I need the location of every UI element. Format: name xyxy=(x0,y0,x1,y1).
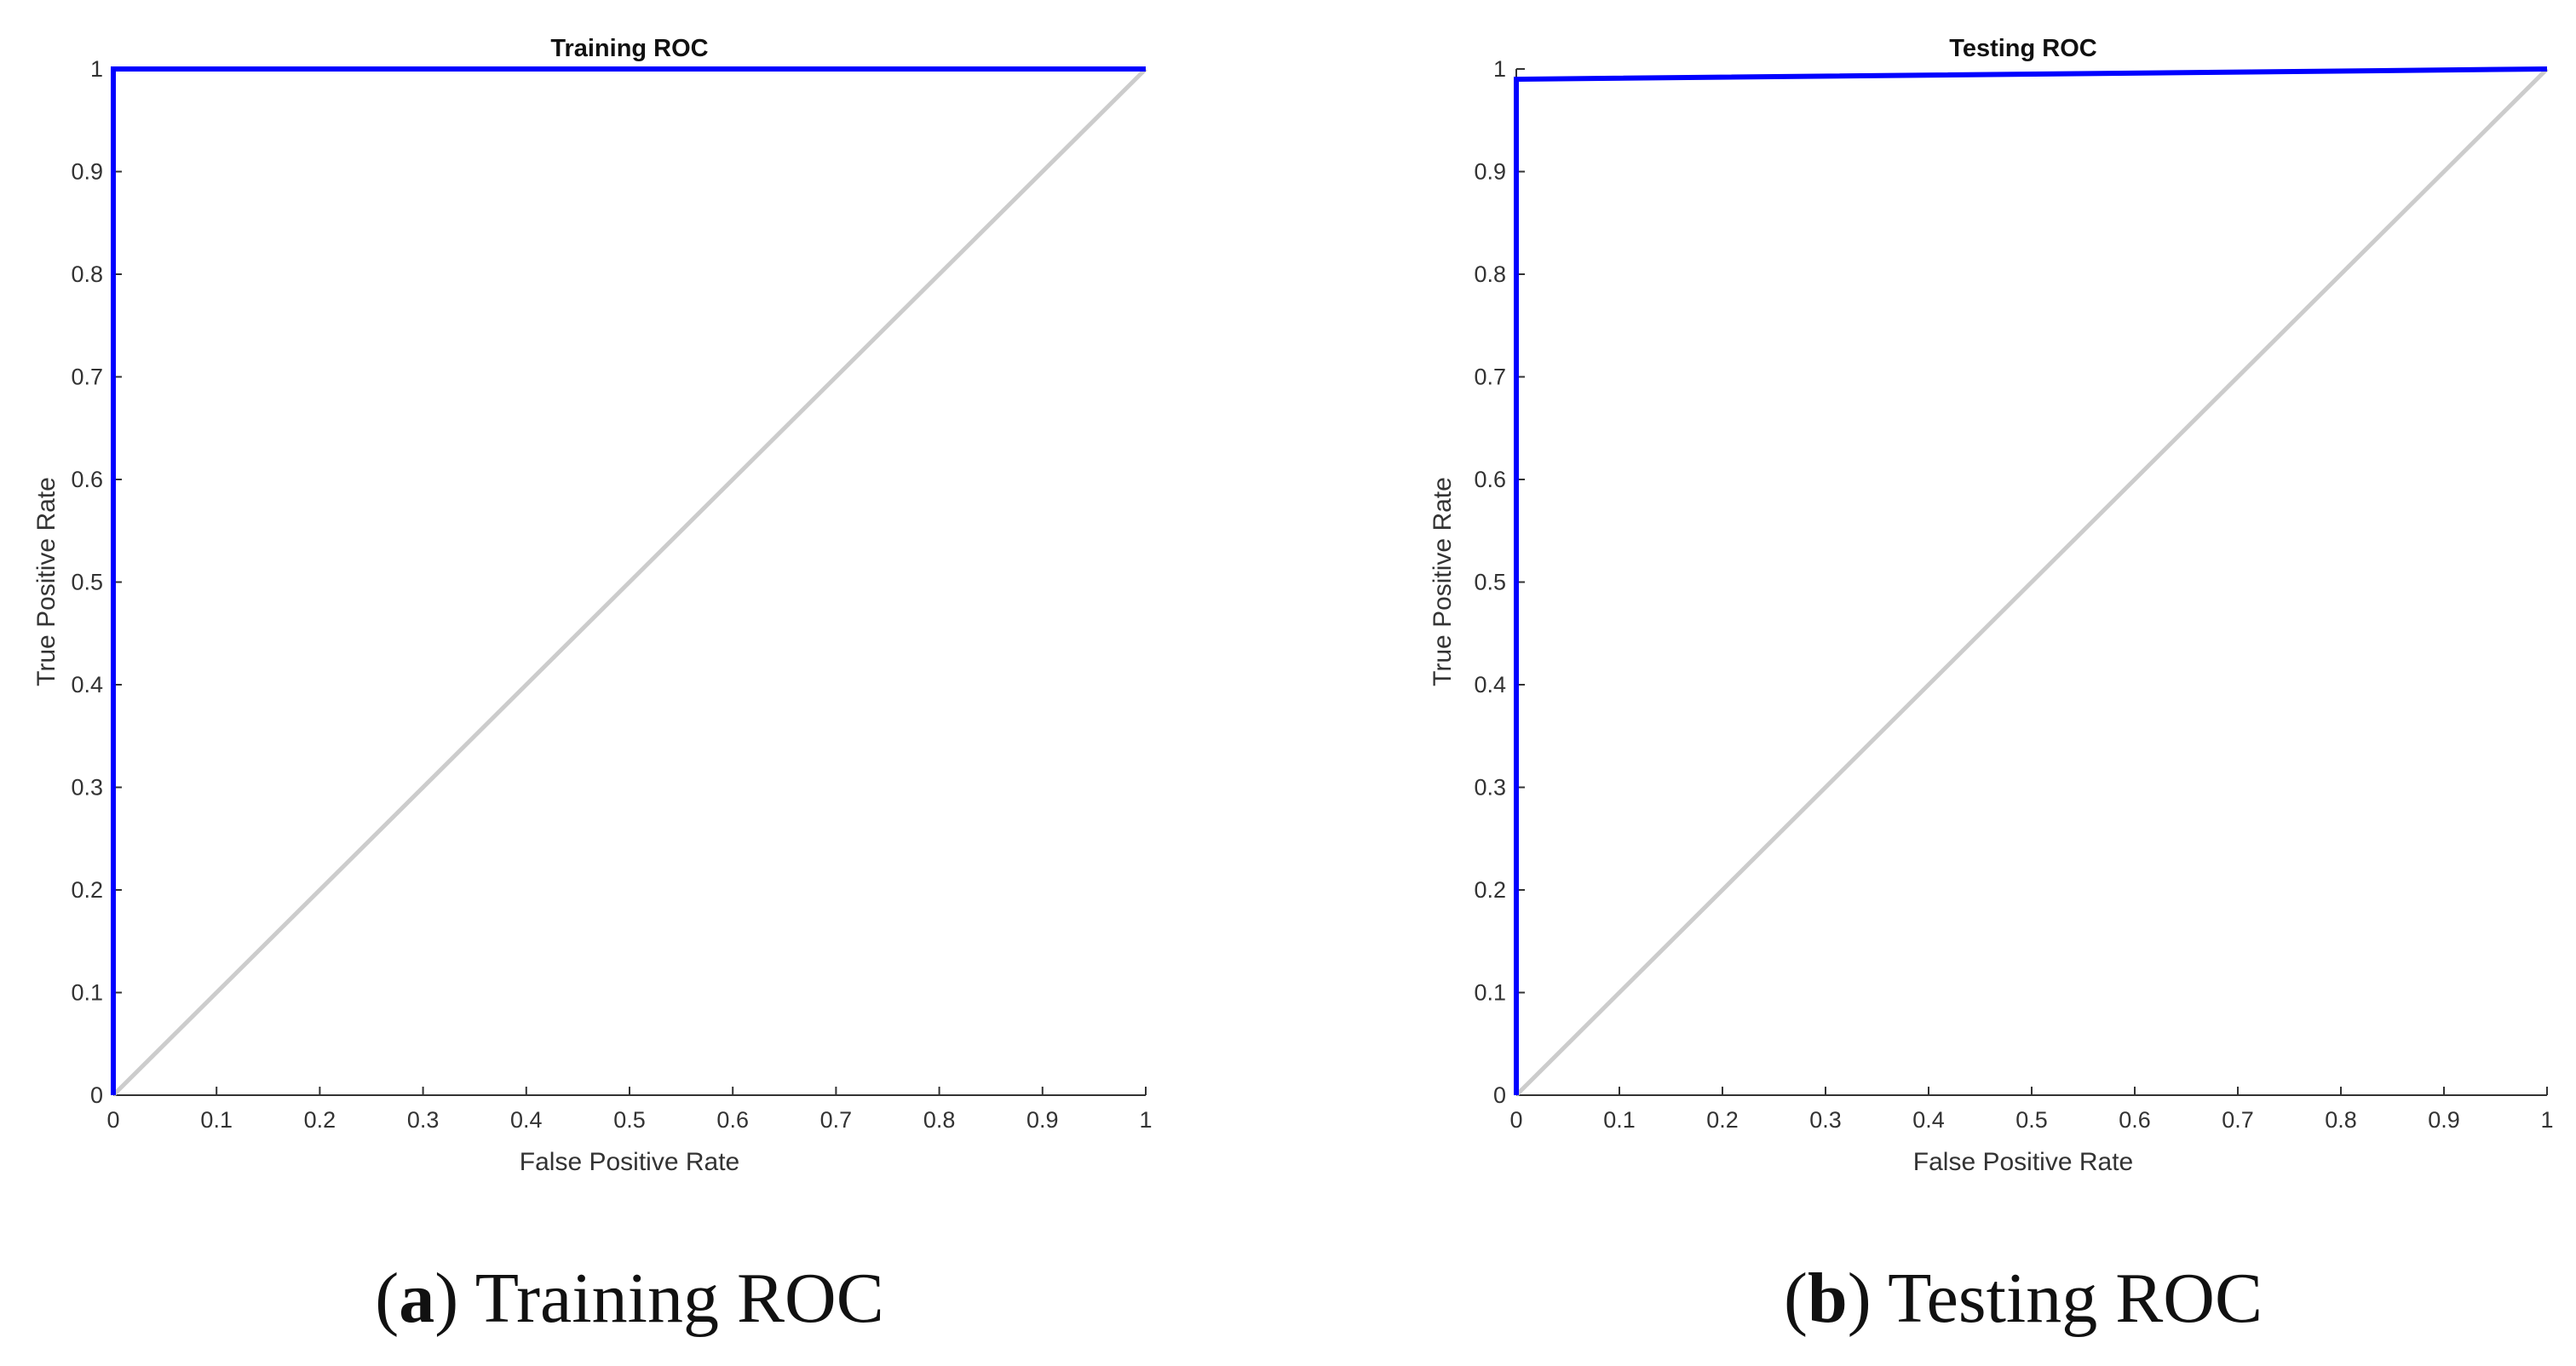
plot-marks xyxy=(1514,66,2549,1097)
x-tick-label: 0 xyxy=(1509,1107,1522,1133)
y-tick-label: 0.4 xyxy=(1474,672,1506,697)
x-tick-label: 0.4 xyxy=(1912,1107,1945,1133)
panel-caption: (b) Testing ROC xyxy=(1784,1259,2263,1338)
plot-marks xyxy=(111,66,1147,1097)
x-tick-label: 0.5 xyxy=(2015,1107,2048,1133)
y-tick-label: 0.2 xyxy=(1474,877,1506,903)
x-tick-label: 0.8 xyxy=(2325,1107,2357,1133)
y-tick-label: 0.2 xyxy=(71,877,103,903)
y-tick-label: 0 xyxy=(1493,1082,1506,1108)
panel-training-roc: Training ROC False Positive Rate True Po… xyxy=(32,35,1153,1338)
y-tick-label: 0.7 xyxy=(1474,364,1506,390)
plot-title: Training ROC xyxy=(550,35,708,62)
panel-testing-roc: Testing ROC False Positive Rate True Pos… xyxy=(1429,35,2554,1338)
chance-diagonal-line xyxy=(1515,67,2549,1097)
chance-diagonal-line xyxy=(112,67,1147,1097)
y-axis-label: True Positive Rate xyxy=(32,477,60,686)
x-tick-label: 0.2 xyxy=(304,1107,336,1133)
y-axis-label: True Positive Rate xyxy=(1429,477,1457,686)
caption-letter: b xyxy=(1808,1259,1848,1338)
roc-curve-line xyxy=(111,66,1146,1095)
x-tick-label: 1 xyxy=(1139,1107,1152,1133)
y-tick-label: 0 xyxy=(90,1082,103,1108)
panel-caption: (a) Training ROC xyxy=(375,1259,883,1338)
x-axis-label: False Positive Rate xyxy=(1913,1148,2133,1176)
plot-title: Testing ROC xyxy=(1949,35,2097,62)
x-tick-label: 0.3 xyxy=(407,1107,440,1133)
x-tick-label: 0.7 xyxy=(2222,1107,2254,1133)
roc-curve-line xyxy=(1514,66,2548,1095)
x-tick-label: 0.8 xyxy=(923,1107,956,1133)
x-tick-label: 0.1 xyxy=(1603,1107,1636,1133)
y-tick-label: 0.9 xyxy=(71,159,103,185)
y-tick-label: 0.8 xyxy=(71,261,103,287)
axes: 0 0.1 0.2 0.3 0.4 0.5 0.6 0.7 0.8 0.9 1 0 0.1 0.2 0.3 0… xyxy=(1474,56,2553,1133)
caption-label: Testing ROC xyxy=(1888,1259,2263,1338)
x-tick-label: 0.4 xyxy=(510,1107,543,1133)
y-tick-label: 0.5 xyxy=(71,570,103,595)
y-tick-label: 0.3 xyxy=(1474,775,1506,801)
y-tick-label: 0.4 xyxy=(71,672,103,697)
y-tick-label: 1 xyxy=(90,56,103,82)
y-tick-label: 0.7 xyxy=(71,364,103,390)
x-tick-label: 0.5 xyxy=(613,1107,646,1133)
x-tick-label: 0.6 xyxy=(2119,1107,2151,1133)
x-tick-label: 0.9 xyxy=(1026,1107,1059,1133)
x-tick-label: 0.9 xyxy=(2428,1107,2460,1133)
caption-label: Training ROC xyxy=(475,1259,884,1338)
y-tick-label: 0.1 xyxy=(1474,980,1506,1006)
y-tick-label: 0.9 xyxy=(1474,159,1506,185)
x-axis-label: False Positive Rate xyxy=(520,1148,739,1176)
y-tick-label: 0.6 xyxy=(71,467,103,492)
x-tick-label: 0.3 xyxy=(1809,1107,1842,1133)
x-tick-label: 0.6 xyxy=(716,1107,749,1133)
x-tick-label: 0 xyxy=(106,1107,119,1133)
y-tick-label: 1 xyxy=(1493,56,1506,82)
y-tick-label: 0.6 xyxy=(1474,467,1506,492)
x-tick-label: 0.7 xyxy=(820,1107,853,1133)
y-tick-label: 0.1 xyxy=(71,980,103,1006)
y-tick-label: 0.8 xyxy=(1474,261,1506,287)
x-tick-label: 1 xyxy=(2540,1107,2553,1133)
x-tick-label: 0.2 xyxy=(1706,1107,1739,1133)
x-tick-label: 0.1 xyxy=(200,1107,233,1133)
y-tick-label: 0.5 xyxy=(1474,570,1506,595)
y-tick-label: 0.3 xyxy=(71,775,103,801)
caption-letter: a xyxy=(399,1259,434,1338)
